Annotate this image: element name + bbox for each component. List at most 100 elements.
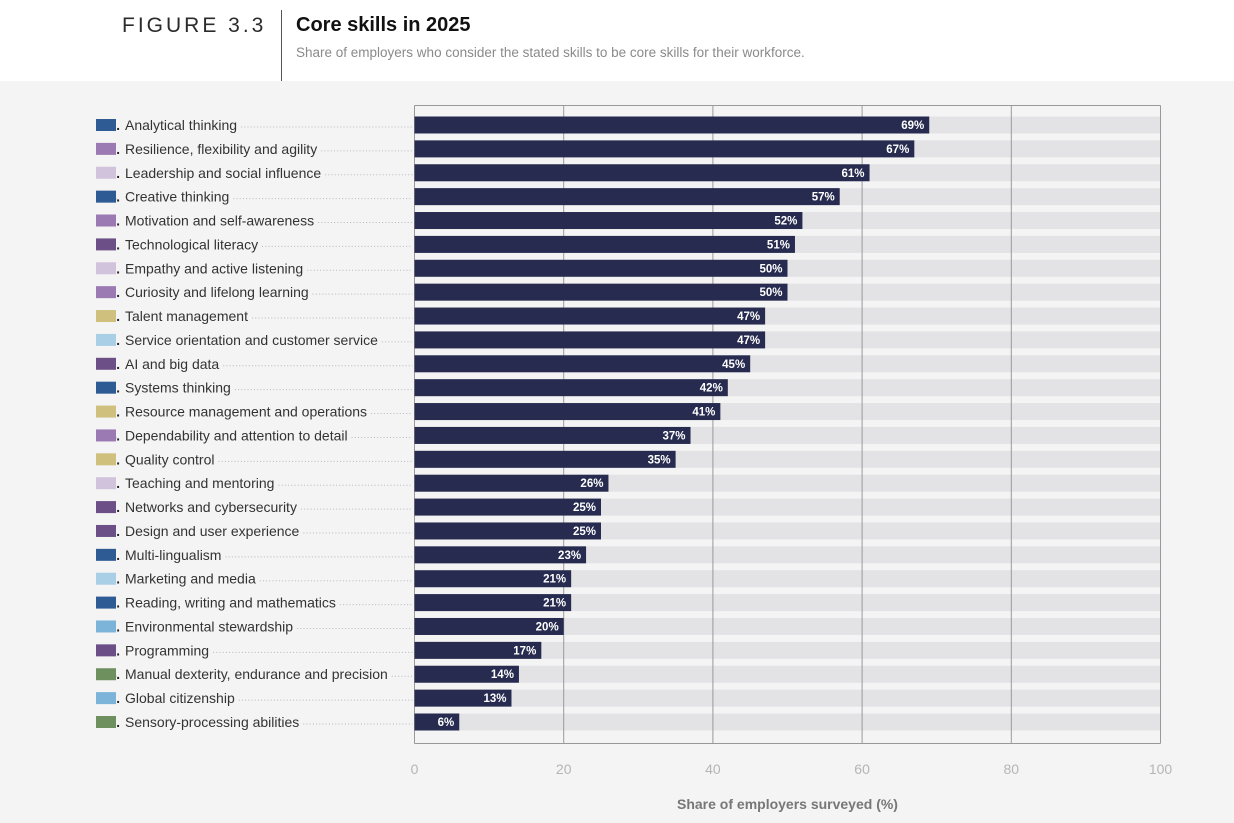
- category-label: Leadership and social influence: [125, 165, 321, 181]
- bar: [414, 140, 915, 158]
- bar: [414, 212, 803, 230]
- bar-track: [414, 570, 1161, 588]
- bar: [414, 164, 870, 182]
- category-label: Technological literacy: [125, 236, 258, 252]
- bar-value-label: 52%: [774, 216, 797, 228]
- figure-label: FIGURE 3.3: [122, 14, 267, 37]
- category-label: Empathy and active listening: [125, 260, 303, 276]
- bar-value-label: 17%: [513, 645, 536, 657]
- x-tick-label: 100: [1149, 761, 1173, 777]
- category-swatch: [96, 501, 116, 514]
- bar-value-label: 37%: [662, 430, 685, 442]
- bar: [414, 474, 609, 492]
- category-swatch: [96, 524, 116, 537]
- bar: [414, 283, 788, 301]
- bar-value-label: 25%: [573, 526, 596, 538]
- category-label: AI and big data: [125, 356, 219, 372]
- bar-value-label: 67%: [886, 144, 909, 156]
- bar-value-label: 69%: [901, 120, 924, 132]
- category-label: Environmental stewardship: [125, 618, 293, 634]
- category-swatch: [96, 405, 116, 418]
- bar-track: [414, 546, 1161, 564]
- category-swatch: [96, 310, 116, 323]
- bar: [414, 641, 542, 659]
- bar-track: [414, 594, 1161, 612]
- category-label: Talent management: [125, 308, 248, 324]
- category-swatch: [96, 381, 116, 394]
- bar: [414, 665, 519, 683]
- bar-track: [414, 689, 1161, 707]
- bar: [414, 403, 721, 421]
- bar: [414, 617, 564, 635]
- bar-value-label: 13%: [483, 693, 506, 705]
- category-label: Design and user experience: [125, 523, 300, 539]
- bar-track: [414, 713, 1161, 731]
- bar: [414, 116, 930, 134]
- category-swatch: [96, 548, 116, 561]
- bar-value-label: 25%: [573, 502, 596, 514]
- bar-value-label: 21%: [543, 574, 566, 586]
- category-label: Curiosity and lifelong learning: [125, 284, 309, 300]
- bar-value-label: 26%: [580, 478, 603, 490]
- bar-value-label: 21%: [543, 598, 566, 610]
- category-label: Service orientation and customer service: [125, 332, 378, 348]
- bar-track: [414, 665, 1161, 683]
- bar: [414, 689, 512, 707]
- category-swatch: [96, 333, 116, 346]
- category-swatch: [96, 238, 116, 251]
- category-swatch: [96, 572, 116, 585]
- category-swatch: [96, 119, 116, 131]
- bar-value-label: 50%: [759, 287, 782, 299]
- category-label: Creative thinking: [125, 189, 229, 205]
- bar: [414, 570, 572, 588]
- bar-value-label: 47%: [737, 335, 760, 347]
- category-swatch: [96, 142, 116, 155]
- chart-title: Core skills in 2025: [296, 14, 471, 36]
- category-label: Resource management and operations: [125, 404, 367, 420]
- category-label: Reading, writing and mathematics: [125, 595, 336, 611]
- bar-value-label: 35%: [648, 454, 671, 466]
- category-label: Multi-lingualism: [125, 547, 221, 563]
- category-swatch: [96, 596, 116, 609]
- bar-value-label: 14%: [491, 669, 514, 681]
- x-tick-label: 20: [556, 761, 572, 777]
- bar-value-label: 41%: [692, 407, 715, 419]
- category-label: Sensory-processing abilities: [125, 714, 299, 730]
- bar-value-label: 20%: [536, 621, 559, 633]
- category-label: Systems thinking: [125, 380, 231, 396]
- bar: [414, 188, 840, 206]
- x-tick-label: 60: [854, 761, 870, 777]
- category-swatch: [96, 214, 116, 227]
- bar: [414, 450, 676, 468]
- bar-value-label: 42%: [700, 383, 723, 395]
- category-label: Global citizenship: [125, 690, 235, 706]
- header-divider: [281, 10, 282, 81]
- category-swatch: [96, 716, 116, 728]
- category-swatch: [96, 620, 116, 633]
- bar: [414, 259, 788, 277]
- bar: [414, 713, 460, 731]
- bar: [414, 498, 601, 516]
- category-label: Networks and cybersecurity: [125, 499, 297, 515]
- bar: [414, 355, 751, 373]
- category-label: Resilience, flexibility and agility: [125, 141, 317, 157]
- category-label: Quality control: [125, 451, 214, 467]
- bar: [414, 235, 795, 253]
- category-swatch: [96, 644, 116, 657]
- bar-value-label: 57%: [812, 192, 835, 204]
- category-swatch: [96, 190, 116, 203]
- bar: [414, 379, 728, 397]
- bar-track: [414, 641, 1161, 659]
- bar: [414, 426, 691, 444]
- category-swatch: [96, 166, 116, 179]
- category-label: Motivation and self-awareness: [125, 213, 314, 229]
- category-swatch: [96, 477, 116, 490]
- category-label: Programming: [125, 642, 209, 658]
- category-swatch: [96, 357, 116, 370]
- bar-value-label: 45%: [722, 359, 745, 371]
- category-swatch: [96, 668, 116, 681]
- category-swatch: [96, 429, 116, 442]
- category-label: Manual dexterity, endurance and precisio…: [125, 666, 388, 682]
